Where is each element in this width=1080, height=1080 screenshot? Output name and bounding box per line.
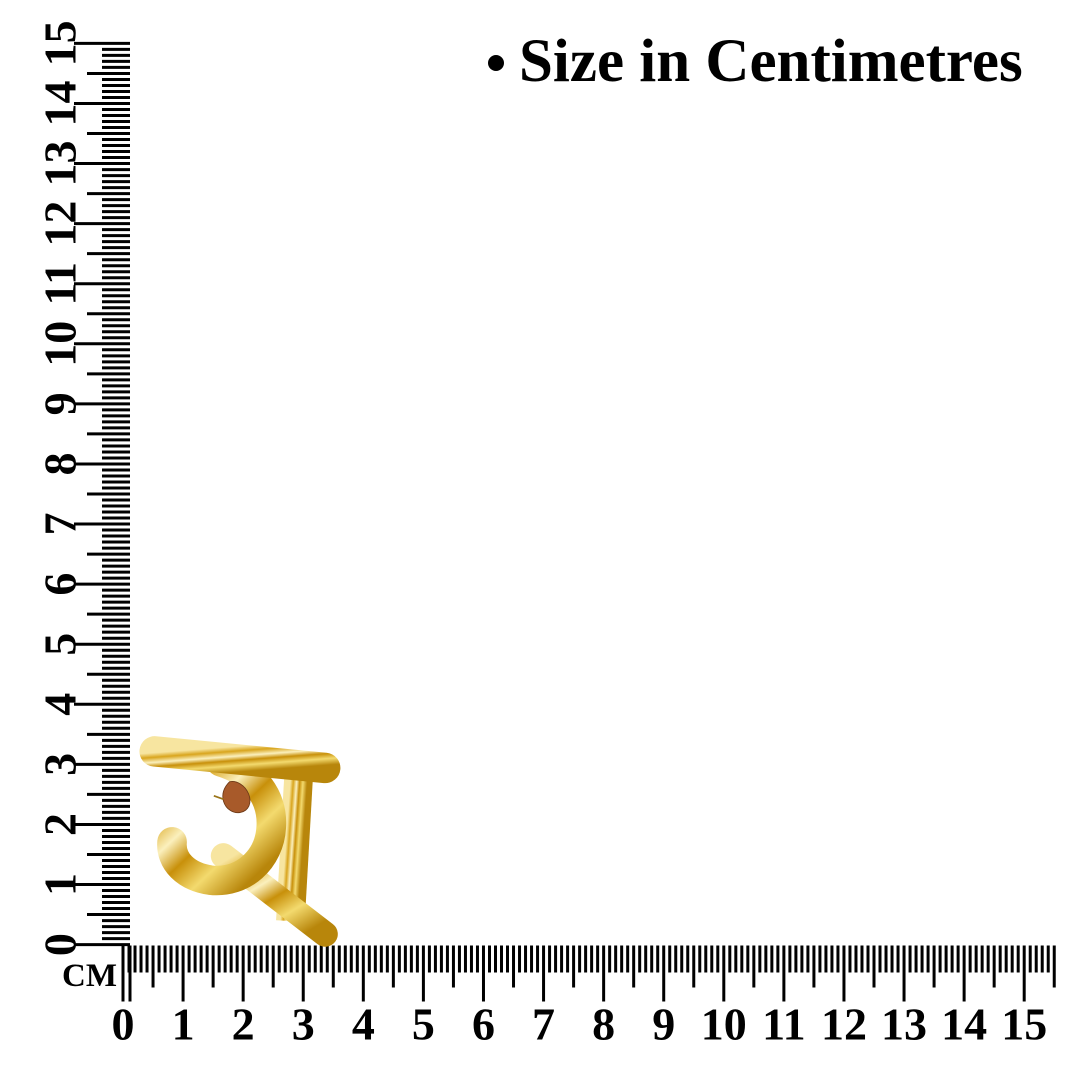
- svg-text:3: 3: [292, 999, 315, 1050]
- svg-text:Size in Centimetres: Size in Centimetres: [519, 28, 1023, 95]
- svg-text:10: 10: [35, 321, 86, 367]
- svg-text:4: 4: [35, 693, 86, 716]
- svg-text:15: 15: [1001, 999, 1047, 1050]
- svg-text:10: 10: [701, 999, 747, 1050]
- svg-text:6: 6: [35, 573, 86, 596]
- svg-text:15: 15: [35, 20, 86, 66]
- svg-text:12: 12: [821, 999, 867, 1050]
- svg-text:12: 12: [35, 201, 86, 247]
- svg-text:13: 13: [35, 141, 86, 187]
- svg-text:8: 8: [35, 452, 86, 475]
- svg-text:CM: CM: [62, 958, 117, 994]
- svg-text:11: 11: [35, 262, 86, 305]
- svg-text:9: 9: [652, 999, 675, 1050]
- svg-text:3: 3: [35, 753, 86, 776]
- svg-text:9: 9: [35, 392, 86, 415]
- svg-text:2: 2: [35, 813, 86, 836]
- svg-text:1: 1: [35, 873, 86, 896]
- svg-text:5: 5: [35, 633, 86, 656]
- svg-text:11: 11: [762, 999, 805, 1050]
- svg-text:7: 7: [532, 999, 555, 1050]
- svg-text:8: 8: [592, 999, 615, 1050]
- svg-text:14: 14: [35, 80, 86, 126]
- svg-text:14: 14: [941, 999, 987, 1050]
- svg-text:2: 2: [232, 999, 255, 1050]
- svg-text:0: 0: [112, 999, 135, 1050]
- svg-text:0: 0: [35, 933, 86, 956]
- svg-text:5: 5: [412, 999, 435, 1050]
- svg-text:13: 13: [881, 999, 927, 1050]
- svg-text:6: 6: [472, 999, 495, 1050]
- svg-text:4: 4: [352, 999, 375, 1050]
- svg-text:7: 7: [35, 513, 86, 536]
- svg-text:1: 1: [172, 999, 195, 1050]
